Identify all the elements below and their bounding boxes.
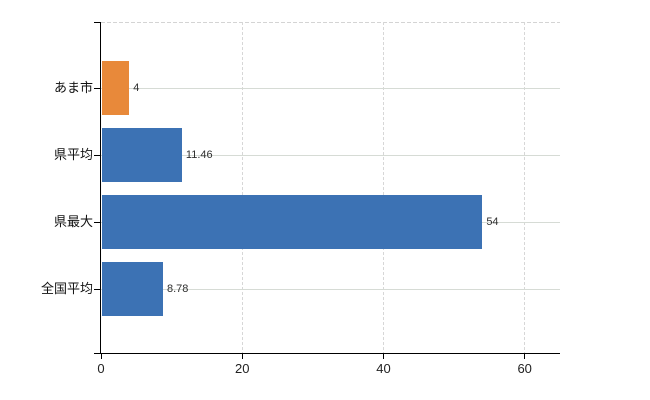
y-axis-tick bbox=[94, 88, 100, 89]
bar-value-label: 4 bbox=[133, 82, 140, 94]
x-axis-tick-label: 60 bbox=[517, 361, 532, 376]
x-axis-line bbox=[100, 353, 560, 354]
gridline-vertical bbox=[524, 22, 526, 353]
gridline-vertical bbox=[241, 22, 243, 353]
bar-value-label: 11.46 bbox=[185, 149, 213, 161]
x-axis-tick-label: 20 bbox=[234, 361, 250, 376]
y-axis-tick bbox=[94, 289, 100, 290]
y-axis-tick bbox=[94, 222, 100, 223]
bar bbox=[102, 61, 130, 115]
y-axis-tick bbox=[94, 155, 100, 156]
gridline-horizontal bbox=[101, 289, 560, 290]
category-label: あま市 bbox=[53, 80, 93, 95]
y-axis-line bbox=[100, 22, 101, 354]
x-axis-tick bbox=[524, 354, 526, 359]
bar bbox=[102, 128, 182, 182]
gridline-vertical bbox=[382, 22, 384, 353]
bar-value-label: 54 bbox=[486, 216, 499, 228]
category-label: 全国平均 bbox=[40, 281, 93, 296]
y-axis-end-tick bbox=[94, 22, 100, 23]
x-axis-tick bbox=[100, 354, 102, 359]
plot-top-gridline bbox=[101, 22, 560, 23]
gridline-horizontal bbox=[101, 155, 560, 156]
y-axis-end-tick bbox=[94, 353, 100, 354]
x-axis-tick-label: 0 bbox=[97, 361, 105, 376]
category-label: 県平均 bbox=[53, 147, 93, 162]
gridline-horizontal bbox=[101, 88, 560, 89]
x-axis-tick bbox=[382, 354, 384, 359]
x-axis-tick bbox=[241, 354, 243, 359]
bar bbox=[102, 262, 163, 316]
category-label: 県最大 bbox=[53, 214, 93, 229]
x-axis-tick-label: 40 bbox=[376, 361, 391, 376]
bar-value-label: 8.78 bbox=[167, 283, 189, 295]
bar bbox=[102, 195, 483, 249]
plot-area: 4 11.46 54 8.78 bbox=[101, 22, 560, 353]
